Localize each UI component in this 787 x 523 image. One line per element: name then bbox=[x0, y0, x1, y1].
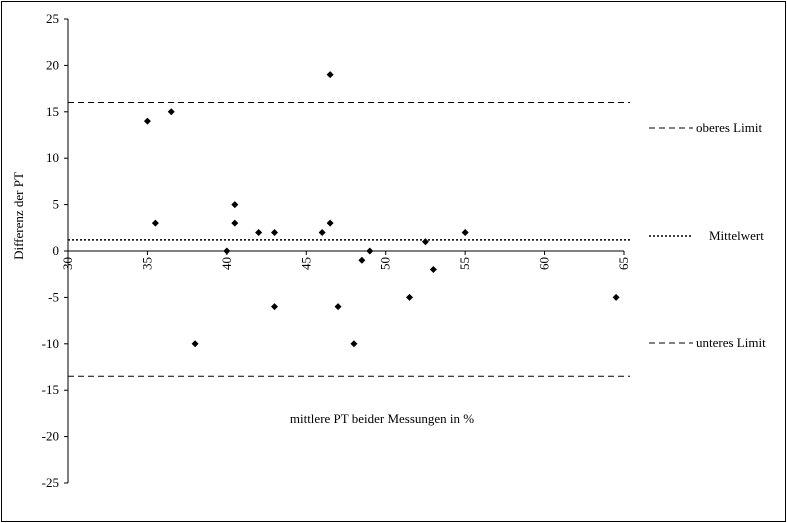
data-point bbox=[231, 201, 239, 209]
legend-label: unteres Limit bbox=[696, 335, 766, 350]
data-point bbox=[326, 71, 334, 79]
x-tick-label: 50 bbox=[378, 257, 393, 270]
y-tick-label: 0 bbox=[53, 243, 60, 258]
data-points bbox=[143, 71, 620, 348]
data-point bbox=[231, 219, 239, 227]
data-point bbox=[612, 293, 620, 301]
reference-lines bbox=[68, 102, 630, 377]
x-tick-label: 65 bbox=[616, 257, 631, 270]
data-point bbox=[271, 228, 279, 236]
data-point bbox=[151, 219, 159, 227]
y-tick-label: -5 bbox=[48, 289, 59, 304]
x-tick-label: 30 bbox=[60, 257, 75, 270]
data-point bbox=[143, 117, 151, 125]
y-tick-label: 15 bbox=[46, 104, 59, 119]
data-point bbox=[167, 108, 175, 116]
data-point bbox=[461, 228, 469, 236]
y-tick-label: 20 bbox=[46, 57, 59, 72]
x-tick-label: 40 bbox=[219, 257, 234, 270]
y-tick-label: 25 bbox=[46, 11, 59, 26]
x-tick-label: 55 bbox=[457, 257, 472, 270]
data-point bbox=[255, 228, 263, 236]
y-tick-label: 10 bbox=[46, 150, 59, 165]
data-point bbox=[429, 266, 437, 274]
data-point bbox=[223, 247, 231, 255]
y-tick-label: -20 bbox=[42, 429, 59, 444]
y-tick-label: -10 bbox=[42, 336, 59, 351]
data-point bbox=[406, 293, 414, 301]
data-point bbox=[334, 303, 342, 311]
legend-label: Mittelwert bbox=[709, 228, 764, 243]
data-point bbox=[421, 238, 429, 246]
data-point bbox=[191, 340, 199, 348]
data-point bbox=[366, 247, 374, 255]
y-tick-label: -15 bbox=[42, 382, 59, 397]
x-tick-label: 45 bbox=[298, 257, 313, 270]
x-tick-label: 60 bbox=[537, 257, 552, 270]
legend: oberes Limit Mittelwert unteres Limit bbox=[649, 120, 766, 350]
y-tick-label: 5 bbox=[53, 197, 60, 212]
x-axis-label: mittlere PT beider Messungen in % bbox=[290, 411, 474, 426]
y-tick-label: -25 bbox=[42, 475, 59, 490]
data-point bbox=[318, 228, 326, 236]
data-point bbox=[358, 256, 366, 264]
data-point bbox=[350, 340, 358, 348]
y-axis-label: Differenz der PT bbox=[11, 172, 26, 260]
x-tick-label: 35 bbox=[139, 257, 154, 270]
data-point bbox=[326, 219, 334, 227]
legend-label: oberes Limit bbox=[696, 120, 762, 135]
data-point bbox=[271, 303, 279, 311]
